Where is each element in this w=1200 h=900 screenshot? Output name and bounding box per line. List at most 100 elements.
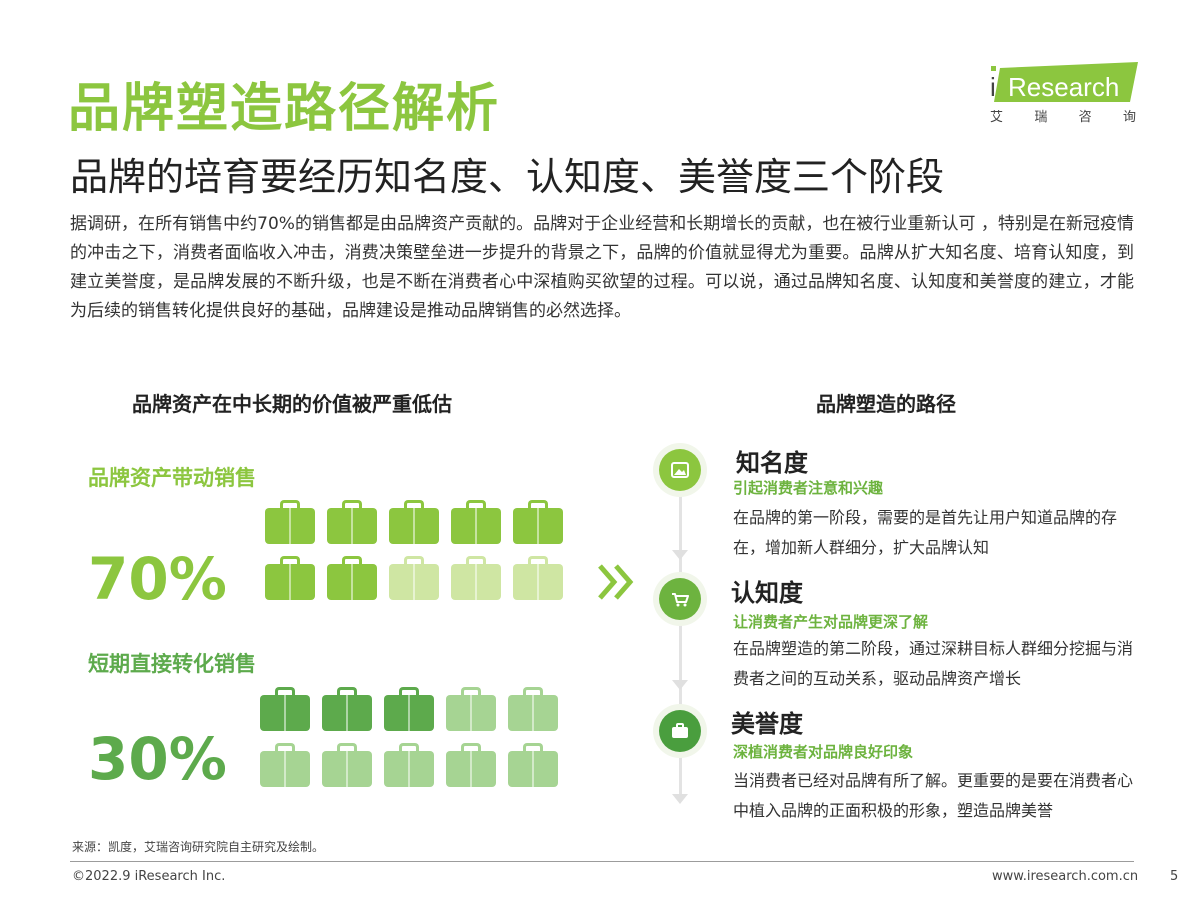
group-percent-brand-asset: 70% xyxy=(88,545,227,613)
group-percent-direct-conversion: 30% xyxy=(88,725,227,793)
bag-icon-filled xyxy=(265,556,315,600)
bag-handle xyxy=(404,500,424,509)
stage-node-reputation xyxy=(659,710,701,752)
bag-handle xyxy=(466,500,486,509)
bag-seam xyxy=(532,695,534,731)
bag-seam xyxy=(284,751,286,787)
bag-handle xyxy=(466,556,486,565)
bag-icon-filled xyxy=(513,500,563,544)
logo-sub-char: 艾 xyxy=(990,110,1006,125)
bag-seam xyxy=(346,751,348,787)
briefcase-icon xyxy=(672,723,688,738)
footer-divider xyxy=(70,861,1134,862)
timeline-arrow-icon xyxy=(672,550,688,560)
logo-banner xyxy=(994,62,1138,102)
bag-seam xyxy=(537,564,539,600)
stage-title-reputation: 美誉度 xyxy=(731,710,803,738)
bag-seam xyxy=(284,695,286,731)
bag-icon-filled xyxy=(451,500,501,544)
bag-grid-brand-asset xyxy=(265,500,563,600)
logo-wordmark: i Research xyxy=(990,62,1138,102)
bag-icon-filled xyxy=(265,500,315,544)
bag-handle xyxy=(342,500,362,509)
source-note: 来源：凯度，艾瑞咨询研究院自主研究及绘制。 xyxy=(72,840,325,854)
timeline-line xyxy=(679,494,682,794)
bag-seam xyxy=(475,564,477,600)
stage-node-awareness xyxy=(659,449,701,491)
stage-tag-awareness: 引起消费者注意和兴趣 xyxy=(733,479,884,497)
bag-handle xyxy=(461,743,481,752)
bag-seam xyxy=(475,508,477,544)
cart-icon xyxy=(672,593,689,607)
bag-seam xyxy=(351,508,353,544)
stage-node-cognition xyxy=(659,578,701,620)
bag-seam xyxy=(532,751,534,787)
bag-handle xyxy=(275,687,295,696)
bag-grid-direct-conversion xyxy=(260,687,558,787)
logo-sub-char: 咨 xyxy=(1078,110,1094,125)
stage-tag-reputation: 深植消费者对品牌良好印象 xyxy=(733,743,914,761)
timeline-arrow-icon xyxy=(672,680,688,690)
group-label-direct-conversion: 短期直接转化销售 xyxy=(88,652,256,676)
bag-seam xyxy=(289,508,291,544)
bag-handle xyxy=(337,687,357,696)
bag-handle xyxy=(337,743,357,752)
bag-handle xyxy=(399,687,419,696)
bag-icon-filled xyxy=(327,500,377,544)
bag-icon-empty xyxy=(384,743,434,787)
stage-desc-awareness: 在品牌的第一阶段，需要的是首先让用户知道品牌的存在，增加新人群细分，扩大品牌认知 xyxy=(733,508,1118,557)
bag-icon-filled xyxy=(389,500,439,544)
right-section-heading: 品牌塑造的路径 xyxy=(816,392,956,416)
bag-seam xyxy=(408,695,410,731)
bag-icon-filled xyxy=(384,687,434,731)
bag-icon-filled xyxy=(322,687,372,731)
iresearch-logo: i Research 艾 瑞 咨 询 xyxy=(988,62,1138,142)
bag-handle xyxy=(528,500,548,509)
bag-icon-filled xyxy=(327,556,377,600)
bag-handle xyxy=(342,556,362,565)
bag-icon-empty xyxy=(451,556,501,600)
bag-handle xyxy=(280,556,300,565)
bag-icon-filled xyxy=(260,687,310,731)
stage-desc-cognition: 在品牌塑造的第二阶段，通过深耕目标人群细分挖掘与消费者之间的互动关系，驱动品牌资… xyxy=(733,639,1134,688)
stage-title-cognition: 认知度 xyxy=(731,579,803,607)
bag-icon-empty xyxy=(446,743,496,787)
bag-handle xyxy=(461,687,481,696)
bag-icon-empty xyxy=(389,556,439,600)
group-label-brand-asset: 品牌资产带动销售 xyxy=(88,466,256,490)
bag-handle xyxy=(528,556,548,565)
bag-handle xyxy=(523,743,543,752)
stage-title-awareness: 知名度 xyxy=(736,449,808,477)
bag-icon-empty xyxy=(508,687,558,731)
bag-seam xyxy=(537,508,539,544)
website-link[interactable]: www.iresearch.com.cn xyxy=(992,869,1139,884)
bag-handle xyxy=(275,743,295,752)
bag-icon-empty xyxy=(260,743,310,787)
timeline-arrow-icon xyxy=(672,794,688,804)
intro-paragraph: 据调研，在所有销售中约70%的销售都是由品牌资产贡献的。品牌对于企业经营和长期增… xyxy=(70,214,1134,321)
copyright: ©2022.9 iResearch Inc. xyxy=(72,869,226,884)
logo-dot xyxy=(991,66,996,71)
bag-seam xyxy=(408,751,410,787)
left-section-heading: 品牌资产在中长期的价值被严重低估 xyxy=(132,392,452,416)
bag-seam xyxy=(470,751,472,787)
stage-desc-reputation: 当消费者已经对品牌有所了解。更重要的是要在消费者心中植入品牌的正面积极的形象，塑… xyxy=(733,771,1134,820)
page-subtitle: 品牌的培育要经历知名度、认知度、美誉度三个阶段 xyxy=(70,155,945,199)
bag-icon-empty xyxy=(322,743,372,787)
bag-handle xyxy=(404,556,424,565)
logo-research: Research xyxy=(1008,72,1119,102)
bag-seam xyxy=(470,695,472,731)
bag-handle xyxy=(399,743,419,752)
bag-seam xyxy=(289,564,291,600)
stage-tag-cognition: 让消费者产生对品牌更深了解 xyxy=(733,613,929,631)
bag-icon-empty xyxy=(513,556,563,600)
bag-handle xyxy=(280,500,300,509)
logo-i: i xyxy=(990,72,996,102)
logo-sub-char: 瑞 xyxy=(1034,110,1050,125)
bag-seam xyxy=(346,695,348,731)
bag-seam xyxy=(413,508,415,544)
image-icon xyxy=(671,462,689,478)
page-number: 5 xyxy=(1170,869,1179,884)
page-title: 品牌塑造路径解析 xyxy=(68,79,501,139)
double-chevron-right-icon xyxy=(598,564,634,600)
